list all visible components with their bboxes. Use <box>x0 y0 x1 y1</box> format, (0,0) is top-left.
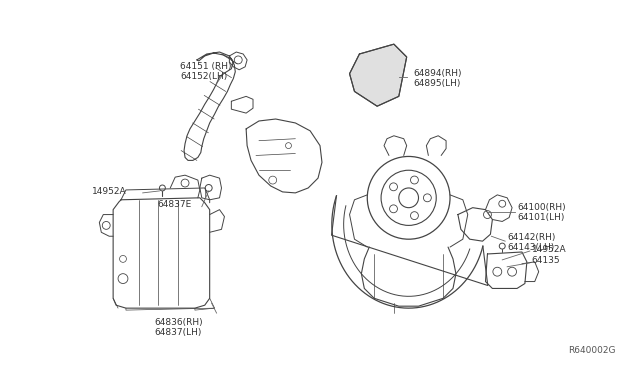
Text: 64142(RH): 64142(RH) <box>507 233 556 242</box>
Text: 64151 (RH): 64151 (RH) <box>180 62 232 71</box>
Text: 14952A: 14952A <box>532 244 566 254</box>
Text: 64894(RH): 64894(RH) <box>413 69 462 78</box>
Polygon shape <box>349 44 406 106</box>
Text: 64100(RH): 64100(RH) <box>517 203 566 212</box>
Text: 14952A: 14952A <box>92 187 126 196</box>
Text: 64895(LH): 64895(LH) <box>413 79 461 88</box>
Text: 64837E: 64837E <box>157 200 192 209</box>
Text: R640002G: R640002G <box>568 346 616 355</box>
Text: 64135: 64135 <box>532 256 561 265</box>
Text: 64143(LH): 64143(LH) <box>507 243 554 251</box>
Text: 64152(LH): 64152(LH) <box>180 72 227 81</box>
Text: 64836(RH): 64836(RH) <box>154 318 203 327</box>
Text: 64837(LH): 64837(LH) <box>154 328 202 337</box>
Text: 64101(LH): 64101(LH) <box>517 213 564 222</box>
